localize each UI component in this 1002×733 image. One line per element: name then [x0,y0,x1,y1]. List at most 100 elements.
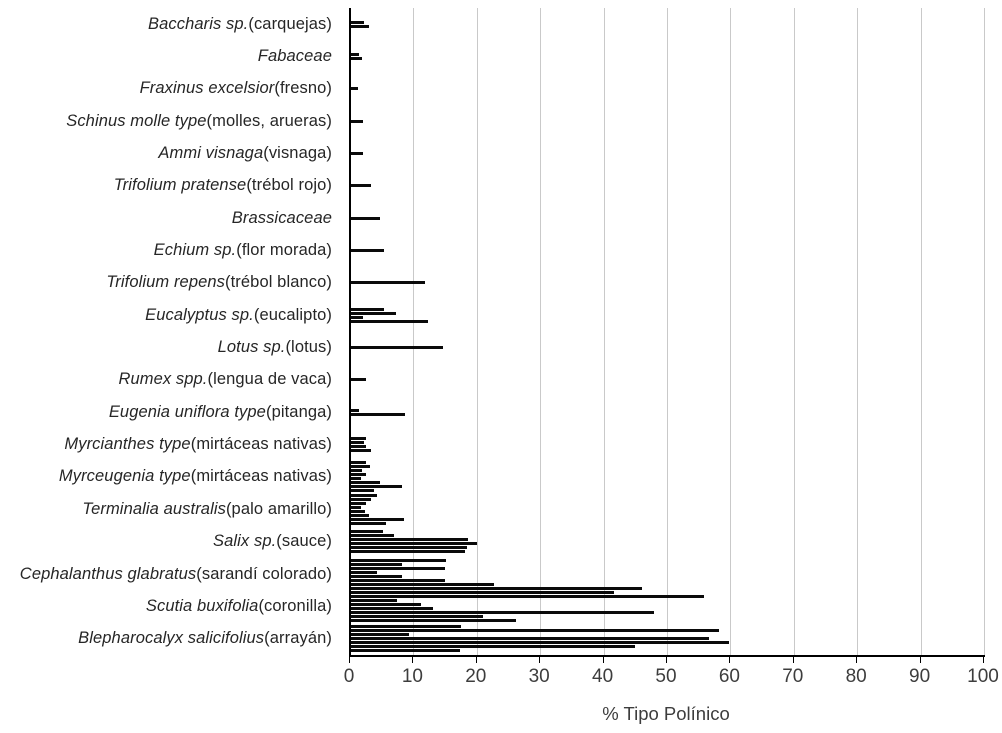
bar [351,594,705,598]
species-name: Fraxinus excelsior [139,79,275,98]
common-name: (trébol rojo) [246,176,332,195]
category-bar-group [351,396,985,428]
category-bar-group [351,202,985,234]
category-bar-group [351,623,985,655]
species-name: Echium sp. [153,241,237,260]
bar [351,249,384,253]
bar [351,530,383,534]
common-name: (sauce) [276,532,332,551]
category-label: Trifolium pratense (trébol rojo) [0,170,341,202]
bar [351,87,358,91]
bar [351,449,371,453]
bar [351,566,445,570]
common-name: (arrayán) [264,629,332,648]
bar [351,614,483,618]
bar [351,582,494,586]
category-bar-group [351,331,985,363]
category-label: Lotus sp. (lotus) [0,331,341,363]
bar [351,538,469,542]
category-label: Eugenia uniflora type (pitanga) [0,396,341,428]
common-name: (molles, arueras) [206,111,332,130]
x-tick [475,657,477,663]
category-bar-group [351,8,985,40]
bar [351,461,367,465]
species-name: Eucalyptus sp. [145,305,254,324]
bar [351,489,374,493]
gridline [730,8,732,655]
category-label: Terminalia australis (palo amarillo) [0,493,341,525]
bar [351,485,403,489]
bar [351,281,425,285]
category-bar-group [351,493,985,525]
bar [351,481,380,485]
x-tick-label: 50 [655,666,677,687]
category-label: Fraxinus excelsior (fresno) [0,73,341,105]
bar [351,24,370,28]
x-tick [602,657,604,663]
bar [351,629,720,633]
bar [351,586,642,590]
category-label: Rumex spp. (lengua de vaca) [0,364,341,396]
category-bar-group [351,299,985,331]
bar [351,319,429,323]
x-tick [919,657,921,663]
bar [351,20,364,24]
species-name: Scutia buxifolia [145,596,259,615]
category-bar-group [351,558,985,590]
category-label: Cephalanthus glabratus (sarandí colorado… [0,558,341,590]
bar [351,606,433,610]
x-tick-label: 10 [401,666,423,687]
species-name: Myrcianthes type [64,435,191,454]
species-name: Lotus sp. [217,338,286,357]
species-name: Trifolium pratense [113,176,247,195]
bar [351,505,362,509]
bar [351,590,615,594]
bar [351,641,730,645]
y-axis-labels: Baccharis sp. (carquejas) Fabaceae Fraxinu… [0,8,341,655]
category-bar-group [351,526,985,558]
bar [351,574,403,578]
bar [351,645,636,649]
bar [351,633,410,637]
bar [351,562,403,566]
category-label: Trifolium repens (trébol blanco) [0,267,341,299]
x-tick-label: 80 [845,666,867,687]
common-name: (lotus) [285,338,332,357]
species-name: Trifolium repens [106,273,226,292]
x-tick [412,657,414,663]
bar [351,152,364,156]
species-name: Cephalanthus glabratus [19,564,197,583]
species-name: Brassicaceae [231,208,332,227]
bar [351,465,371,469]
x-tick [666,657,667,663]
bar [351,517,405,521]
species-name: Rumex spp. [118,370,208,389]
bar [351,119,364,123]
x-tick-label: 60 [718,666,740,687]
bar [351,311,396,315]
bar [351,618,516,622]
plot-area [349,8,985,657]
common-name: (pitanga) [265,402,332,421]
category-label: Myrceugenia type (mirtáceas nativas) [0,461,341,493]
x-tick [792,657,794,663]
bar [351,53,360,57]
x-axis: 0 10 20 30 40 50 60 70 80 90 100 [344,655,999,733]
bar [351,445,367,449]
gridline [793,8,795,655]
category-label: Echium sp. (flor morada) [0,234,341,266]
category-label: Schinus molle type (molles, arueras) [0,105,341,137]
bar [351,625,462,629]
category-bar-group [351,461,985,493]
bar [351,493,377,497]
common-name: (palo amarillo) [225,499,332,518]
x-tick-label: 70 [782,666,804,687]
category-bar-group [351,364,985,396]
bar [351,57,362,61]
species-name: Baccharis sp. [148,14,249,33]
category-bar-group [351,234,985,266]
species-name: Myrceugenia type [58,467,191,486]
category-label: Myrcianthes type (mirtáceas nativas) [0,428,341,460]
bar [351,378,366,382]
